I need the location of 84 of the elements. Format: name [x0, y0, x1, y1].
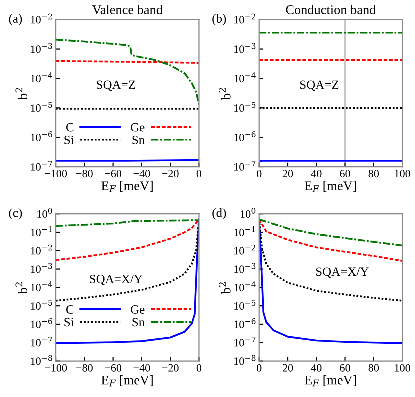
- y-tick-label: 10$^{−7}$: [31, 336, 52, 347]
- line-series: [259, 218, 403, 247]
- legend-label: Ge: [131, 123, 145, 132]
- x-tick-label: −60: [105, 364, 122, 372]
- x-axis-title: E$_{F}$ [meV]: [102, 375, 153, 387]
- annotation: SQA=X/Y: [316, 268, 369, 278]
- text: (b): [212, 14, 226, 26]
- x-tick-label: 0: [257, 170, 262, 178]
- y-tick-label: 10$^{−4}$: [234, 72, 256, 83]
- y-tick-label: 10$^{−5}$: [234, 300, 256, 310]
- legend-label: Ge: [131, 306, 145, 314]
- text: (c): [9, 208, 22, 220]
- x-tick-label: 20: [282, 364, 294, 372]
- text: (a): [9, 14, 22, 26]
- x-axis-title: E$_{F}$ [meV]: [102, 181, 153, 192]
- y-tick-label: 10$^{−4}$: [31, 72, 53, 83]
- y-tick-label: 10$^{−6}$: [234, 318, 256, 328]
- y-tick-label: 10$^{−8}$: [234, 355, 256, 366]
- y-axis-title: b$^{2}$: [16, 88, 28, 100]
- y-tick-label: 10$^{−6}$: [31, 132, 52, 142]
- y-tick-label: 10$^{−4}$: [31, 282, 53, 292]
- y-tick-label: 10$^{−1}$: [234, 226, 256, 236]
- y-tick-label: 10$^{−2}$: [31, 14, 52, 24]
- chart-title: Conduction band: [286, 5, 376, 14]
- y-tick-label: 10$^{−7}$: [31, 161, 52, 171]
- y-tick-label: 10$^{−7}$: [234, 161, 256, 171]
- y-tick-label: 10$^{−3}$: [234, 263, 256, 274]
- x-tick-label: 20: [282, 170, 294, 178]
- line-series: [56, 38, 200, 106]
- y-tick-label: 10$^{0}$: [38, 208, 52, 218]
- x-axis-title: E$_{F}$ [meV]: [304, 181, 356, 192]
- x-tick-label: 0: [196, 170, 202, 178]
- x-tick-label: −20: [162, 170, 179, 178]
- x-tick-label: 80: [368, 364, 380, 372]
- annotation: SQA=Z: [97, 80, 136, 92]
- text: (d): [212, 208, 226, 220]
- y-tick-label: 10$^{0}$: [241, 208, 256, 218]
- x-tick-label: −80: [76, 364, 93, 372]
- y-axis-title: b$^{2}$: [16, 282, 28, 294]
- chart-title: Valence band: [92, 5, 163, 14]
- legend-label: Si: [64, 318, 74, 327]
- y-tick-label: 10$^{−2}$: [234, 14, 256, 24]
- y-tick-label: 10$^{−3}$: [234, 43, 256, 54]
- x-tick-label: 40: [311, 170, 322, 178]
- y-tick-label: 10$^{−3}$: [31, 43, 52, 54]
- y-tick-label: 10$^{−6}$: [234, 132, 256, 142]
- x-tick-label: −100: [45, 170, 68, 178]
- legend-label: C: [66, 123, 74, 132]
- x-tick-label: −40: [134, 364, 150, 372]
- x-tick-label: 40: [311, 364, 322, 372]
- y-tick-label: 10$^{−5}$: [234, 102, 256, 112]
- y-axis-title: b$^{2}$: [219, 88, 231, 100]
- line-series: [259, 218, 403, 262]
- x-tick-label: 80: [368, 170, 380, 178]
- x-axis-title: E$_{F}$ [meV]: [304, 375, 356, 387]
- legend-label: C: [66, 306, 74, 314]
- x-tick-label: 0: [257, 364, 262, 372]
- y-tick-label: 10$^{−3}$: [31, 263, 52, 274]
- x-tick-label: 60: [340, 364, 350, 372]
- y-tick-label: 10$^{−5}$: [31, 300, 52, 310]
- legend-label: Sn: [132, 136, 145, 144]
- legend-label: Si: [64, 136, 74, 144]
- x-tick-label: −80: [76, 170, 93, 178]
- annotation: SQA=Z: [300, 80, 339, 92]
- y-tick-label: 10$^{−5}$: [31, 102, 52, 112]
- x-tick-label: −100: [45, 364, 68, 372]
- y-tick-label: 10$^{−7}$: [234, 336, 256, 347]
- legend-label: Sn: [132, 318, 145, 327]
- x-tick-label: −20: [162, 364, 179, 372]
- y-tick-label: 10$^{−2}$: [31, 244, 52, 255]
- y-tick-label: 10$^{−1}$: [31, 226, 52, 236]
- y-tick-label: 10$^{−2}$: [234, 244, 256, 255]
- y-tick-label: 10$^{−8}$: [31, 355, 52, 366]
- x-tick-label: −60: [105, 170, 122, 178]
- x-tick-label: 0: [196, 364, 202, 372]
- y-tick-label: 10$^{−4}$: [234, 282, 256, 292]
- annotation: SQA=X/Y: [90, 275, 143, 286]
- y-tick-label: 10$^{−6}$: [31, 318, 52, 328]
- x-tick-label: 100: [395, 170, 410, 178]
- x-tick-label: 60: [340, 170, 350, 178]
- x-tick-label: 100: [395, 364, 410, 372]
- y-axis-title: b$^{2}$: [219, 282, 231, 294]
- x-tick-label: −40: [134, 170, 150, 178]
- line-series: [56, 218, 200, 262]
